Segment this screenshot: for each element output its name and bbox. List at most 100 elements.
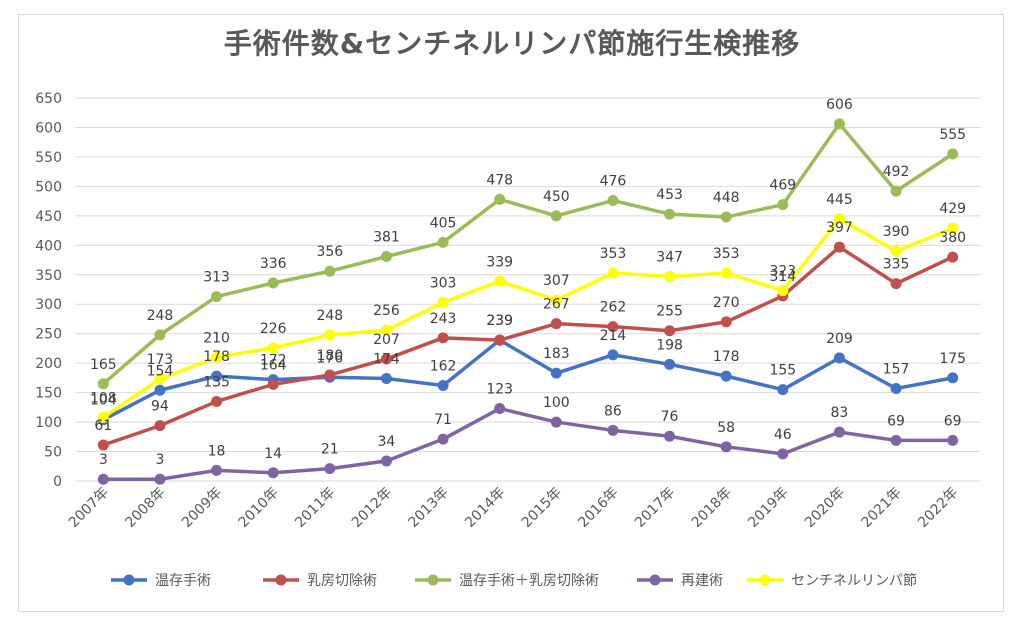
data-point — [267, 277, 279, 289]
data-label: 176 — [316, 350, 343, 366]
data-point — [550, 318, 562, 330]
data-label: 478 — [486, 172, 513, 188]
data-point — [437, 296, 449, 308]
data-point — [324, 265, 336, 277]
series-5 — [97, 213, 959, 423]
x-tick-label: 2009年 — [179, 485, 225, 531]
data-point — [720, 211, 732, 223]
data-point — [720, 370, 732, 382]
data-label: 380 — [939, 230, 966, 246]
data-label: 69 — [944, 413, 962, 429]
data-label: 339 — [486, 254, 513, 270]
data-label: 21 — [321, 442, 339, 458]
y-tick-label: 50 — [44, 445, 62, 461]
data-label: 248 — [316, 308, 343, 324]
legend-item: 温存手術＋乳房切除術 — [415, 573, 599, 589]
series-line — [101, 338, 955, 422]
data-label: 172 — [260, 353, 287, 369]
data-point — [550, 210, 562, 222]
data-point — [833, 426, 845, 438]
data-label: 46 — [774, 427, 792, 443]
series-2 — [97, 241, 959, 451]
data-point — [664, 430, 676, 442]
data-point — [267, 342, 279, 354]
data-label: 226 — [260, 321, 287, 337]
data-point — [890, 434, 902, 446]
data-label: 606 — [826, 97, 853, 113]
legend-marker — [275, 574, 287, 586]
data-point — [97, 378, 109, 390]
y-tick-label: 500 — [35, 179, 62, 195]
data-point — [154, 384, 166, 396]
data-label: 448 — [713, 190, 740, 206]
series-line — [101, 245, 955, 447]
data-label: 76 — [661, 409, 679, 425]
data-label: 239 — [486, 313, 513, 329]
data-label: 34 — [378, 434, 396, 450]
data-label: 210 — [203, 330, 230, 346]
data-label: 303 — [430, 275, 457, 291]
legend-label: 再建術 — [681, 573, 723, 589]
data-point — [607, 195, 619, 207]
data-point — [664, 325, 676, 337]
data-label: 397 — [826, 220, 853, 236]
x-tick-label: 2008年 — [122, 485, 168, 531]
data-label: 209 — [826, 331, 853, 347]
legend-item: 再建術 — [637, 573, 723, 589]
data-point — [211, 395, 223, 407]
data-label: 262 — [600, 300, 627, 316]
data-point — [664, 208, 676, 220]
data-point — [324, 329, 336, 341]
data-label: 104 — [90, 393, 117, 409]
data-point — [380, 455, 392, 467]
data-label: 183 — [543, 346, 570, 362]
data-label: 390 — [883, 224, 910, 240]
data-point — [494, 403, 506, 415]
data-point — [890, 278, 902, 290]
legend-label: 温存手術 — [155, 573, 211, 589]
data-label: 347 — [656, 250, 683, 266]
legend-marker — [427, 574, 439, 586]
legend-marker — [649, 574, 661, 586]
y-tick-label: 450 — [35, 209, 62, 225]
y-tick-label: 400 — [35, 238, 62, 254]
data-point — [324, 369, 336, 381]
data-point — [947, 148, 959, 160]
legend-marker — [759, 574, 771, 586]
y-tick-label: 250 — [35, 327, 62, 343]
data-point — [607, 267, 619, 279]
data-label: 445 — [826, 192, 853, 208]
data-label: 314 — [769, 269, 796, 285]
data-point — [380, 372, 392, 384]
legend-item: 乳房切除術 — [263, 573, 377, 589]
series-line — [101, 406, 955, 481]
legend-item: 温存手術 — [111, 573, 211, 589]
data-label: 157 — [883, 361, 910, 377]
x-axis: 2007年 2008年 2009年 2010年 2011年 2012年 2013年 2014年… — [66, 485, 962, 531]
data-label: 165 — [90, 357, 117, 373]
data-point — [154, 373, 166, 385]
x-tick-label: 2011年 — [292, 485, 338, 531]
data-label: 83 — [831, 405, 849, 421]
legend-label: 乳房切除術 — [307, 573, 377, 589]
data-point — [777, 199, 789, 211]
data-label: 429 — [939, 201, 966, 217]
data-point — [720, 441, 732, 453]
data-point — [154, 473, 166, 485]
data-label: 453 — [656, 187, 683, 203]
y-tick-label: 100 — [35, 415, 62, 431]
data-point — [607, 321, 619, 333]
data-label: 71 — [434, 412, 452, 428]
data-label: 14 — [264, 446, 282, 462]
data-label: 476 — [600, 174, 627, 190]
data-label: 58 — [717, 420, 735, 436]
x-tick-label: 2015年 — [519, 485, 565, 531]
data-point — [890, 185, 902, 197]
data-label: 492 — [883, 164, 910, 180]
data-label: 86 — [604, 403, 622, 419]
data-point — [380, 324, 392, 336]
y-tick-label: 150 — [35, 386, 62, 402]
data-label: 175 — [939, 351, 966, 367]
data-label: 381 — [373, 230, 400, 246]
